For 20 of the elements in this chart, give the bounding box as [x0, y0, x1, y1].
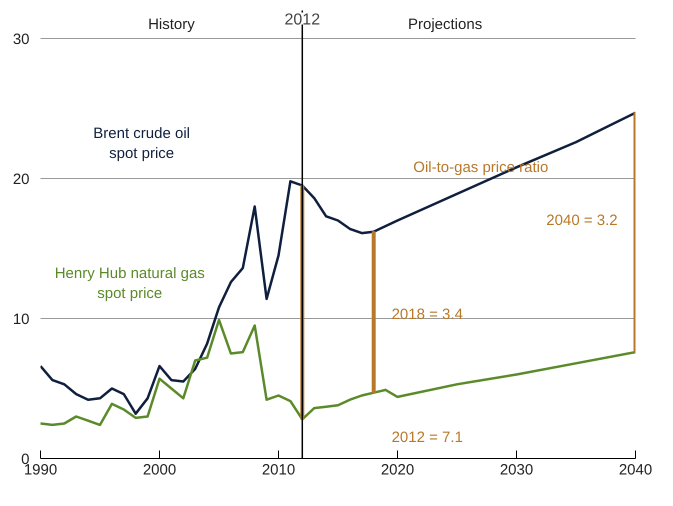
y-tick-label: 10	[12, 311, 30, 328]
text: Brent crude oil spot price	[93, 124, 190, 162]
ref-line-label: 2012	[284, 12, 320, 28]
y-tick-label: 20	[12, 171, 30, 188]
annotation: Projections	[408, 16, 482, 33]
annotation: History	[148, 16, 196, 33]
bar	[372, 231, 376, 394]
x-tick-label: 2020	[380, 462, 414, 478]
x-tick-label: 2030	[500, 462, 534, 478]
line-series	[40, 318, 636, 426]
y-tick-label: 30	[12, 31, 30, 48]
x-tick-label: 2000	[142, 462, 176, 478]
annotation: Oil-to-gas price ratio	[413, 158, 548, 176]
line-series	[40, 111, 636, 415]
annotation: 2040 = 3.2	[546, 212, 618, 229]
annotation: 2012 = 7.1	[392, 429, 463, 446]
annotation: 2018 = 3.4	[392, 306, 463, 323]
series-label: Henry Hub natural gas spot price	[54, 264, 205, 302]
x-tick-label: 2040	[618, 462, 652, 478]
x-tick-label: 2010	[262, 462, 296, 478]
